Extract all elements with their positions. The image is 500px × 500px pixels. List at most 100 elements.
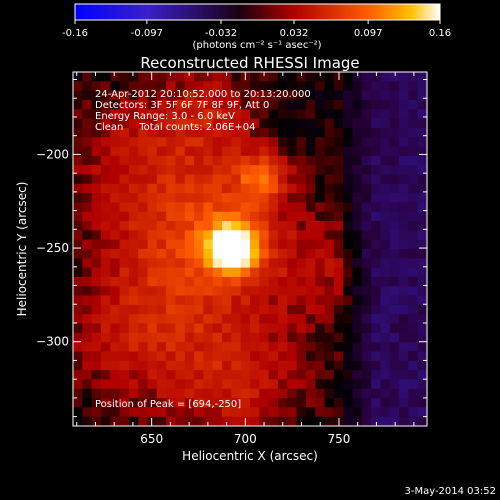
heatmap-cell [119,286,130,296]
heatmap-cell [277,193,288,203]
heatmap-cell [305,295,316,306]
heatmap-cell [287,304,297,315]
heatmap-cell [194,314,204,324]
heatmap-cell [194,398,204,408]
heatmap-cell [119,99,130,110]
heatmap-cell [417,81,428,92]
heatmap-cell [315,258,325,269]
heatmap-cell [324,221,335,231]
heatmap-cell [361,258,372,269]
heatmap-cell [138,137,148,147]
heatmap-cell [110,193,120,203]
heatmap-cell [380,323,391,334]
heatmap-cell [315,267,325,278]
heatmap-cell [138,127,148,138]
heatmap-cell [324,407,335,418]
heatmap-cell [240,360,251,371]
heatmap-cell [361,137,372,147]
heatmap-cell [287,165,297,175]
heatmap-cell [361,155,372,166]
heatmap-cell [194,146,204,157]
heatmap-cell [166,249,176,259]
heatmap-cell [147,370,158,380]
heatmap-cell [156,165,167,175]
heatmap-cell [361,314,372,324]
heatmap-cell [380,286,391,296]
heatmap-cell [231,332,242,343]
heatmap-cell [361,370,372,380]
heatmap-cell [380,99,391,110]
heatmap-cell [268,379,279,390]
heatmap-cell [184,99,195,110]
heatmap-cell [231,230,242,241]
heatmap-cell [250,127,260,138]
heatmap-cell [324,379,335,390]
heatmap-cell [147,360,158,371]
heatmap-cell [324,127,335,138]
heatmap-cell [110,202,120,213]
heatmap-cell [287,193,297,203]
heatmap-cell [138,286,148,296]
heatmap-cell [343,295,353,306]
heatmap-cell [399,332,409,343]
heatmap-cell [277,202,288,213]
heatmap-cell [222,239,232,250]
heatmap-cell [100,146,111,157]
heatmap-cell [222,165,232,175]
heatmap-cell [333,323,344,334]
heatmap-cell [333,360,344,371]
heatmap-cell [175,351,186,362]
heatmap-cell [100,398,111,408]
heatmap-cell [138,146,148,157]
heatmap-cell [128,398,139,408]
heatmap-cell [91,230,102,241]
heatmap-cell [296,174,307,185]
heatmap-cell [240,202,251,213]
heatmap-cell [203,127,214,138]
heatmap-cell [399,276,409,287]
heatmap-cell [268,276,279,287]
heatmap-cell [315,416,325,427]
heatmap-cell [212,258,223,269]
heatmap-cell [352,155,363,166]
heatmap-cell [91,127,102,138]
heatmap-cell [231,304,242,315]
heatmap-cell [100,81,111,92]
heatmap-cell [138,388,148,399]
heatmap-cell [371,286,381,296]
heatmap-cell [212,174,223,185]
heatmap-cell [119,416,130,427]
heatmap-cell [361,211,372,222]
heatmap-cell [305,249,316,259]
heatmap-cell [371,304,381,315]
heatmap-cell [138,155,148,166]
heatmap-cell [389,221,400,231]
heatmap-cell [352,323,363,334]
heatmap-cell [128,99,139,110]
heatmap-cell [212,379,223,390]
heatmap-cell [343,323,353,334]
heatmap-cell [212,146,223,157]
heatmap-cell [100,323,111,334]
heatmap-cell [268,314,279,324]
heatmap-cell [296,267,307,278]
axis-ticks: 650 700 750 −200 −250 −300 [36,72,427,446]
heatmap-cell [268,416,279,427]
heatmap-cell [417,239,428,250]
heatmap-cell [259,332,270,343]
heatmap-cell [268,165,279,175]
heatmap-cell [184,155,195,166]
heatmap-cell [119,118,130,129]
heatmap-cell [212,249,223,259]
heatmap-cell [100,286,111,296]
heatmap-cell [100,258,111,269]
heatmap-cell [156,351,167,362]
heatmap-cell [399,351,409,362]
heatmap-cell [119,146,130,157]
heatmap-cell [110,314,120,324]
heatmap-cell [380,137,391,147]
heatmap-cell [194,174,204,185]
heatmap-cell [371,90,381,101]
heatmap-cell [287,109,297,119]
heatmap-cell [380,267,391,278]
